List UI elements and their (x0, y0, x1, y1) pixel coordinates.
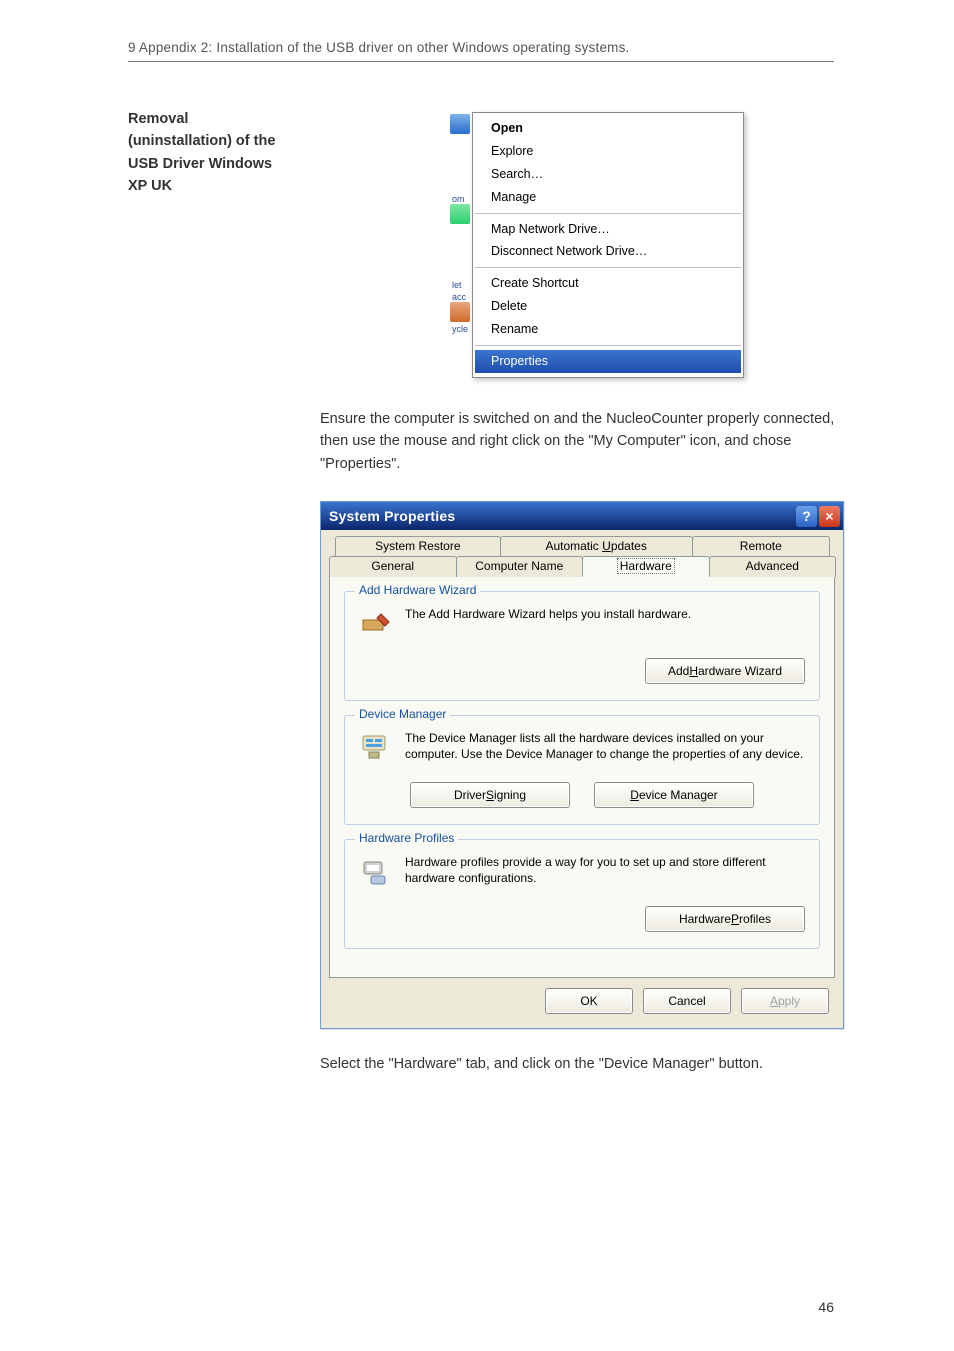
group-legend: Hardware Profiles (355, 831, 458, 845)
desktop-icon-strip: om let acc ycle (450, 112, 472, 378)
close-button[interactable]: × (819, 506, 840, 527)
ctx-delete[interactable]: Delete (473, 295, 743, 318)
tab-automatic-updates[interactable]: Automatic Updates (500, 536, 693, 556)
ctx-create-shortcut[interactable]: Create Shortcut (473, 272, 743, 295)
group-add-hardware-wizard: Add Hardware Wizard The Add Hardware Wiz… (344, 591, 820, 701)
ctx-manage[interactable]: Manage (473, 186, 743, 209)
ctx-search[interactable]: Search… (473, 163, 743, 186)
tab-remote[interactable]: Remote (692, 536, 830, 556)
group-text: The Add Hardware Wizard helps you instal… (405, 606, 691, 622)
group-hardware-profiles: Hardware Profiles Hardware profiles prov… (344, 839, 820, 949)
titlebar-title: System Properties (329, 508, 455, 524)
hardware-wizard-icon (359, 606, 393, 640)
ctx-open[interactable]: Open (473, 117, 743, 140)
group-text: Hardware profiles provide a way for you … (405, 854, 805, 886)
hardware-profiles-button[interactable]: Hardware Profiles (645, 906, 805, 932)
dialog-buttons: OK Cancel Apply (321, 986, 843, 1028)
ctx-rename[interactable]: Rename (473, 318, 743, 341)
ctx-properties[interactable]: Properties (475, 350, 741, 373)
titlebar: System Properties ? × (321, 502, 843, 530)
tab-system-restore[interactable]: System Restore (335, 536, 501, 556)
add-hardware-wizard-button[interactable]: Add Hardware Wizard (645, 658, 805, 684)
help-button[interactable]: ? (796, 506, 817, 527)
cancel-button[interactable]: Cancel (643, 988, 731, 1014)
apply-button[interactable]: Apply (741, 988, 829, 1014)
paragraph-1: Ensure the computer is switched on and t… (320, 408, 844, 475)
sidebar: Removal (uninstallation) of the USB Driv… (128, 108, 288, 198)
sidebar-heading: Removal (uninstallation) of the USB Driv… (128, 108, 288, 198)
ctx-explore[interactable]: Explore (473, 140, 743, 163)
tabs-row-1: System Restore Automatic Updates Remote (335, 536, 829, 556)
group-device-manager: Device Manager The Device Manager lists … (344, 715, 820, 825)
group-legend: Device Manager (355, 707, 450, 721)
page-header: 9 Appendix 2: Installation of the USB dr… (128, 40, 834, 62)
tab-label: Hardware (617, 558, 675, 574)
system-properties-dialog: System Properties ? × System Restore Aut… (320, 501, 844, 1029)
context-menu-figure: om let acc ycle Open (450, 112, 844, 378)
tabs-row-2: General Computer Name Hardware Advanced (329, 556, 835, 577)
group-text: The Device Manager lists all the hardwar… (405, 730, 805, 762)
tab-advanced[interactable]: Advanced (709, 556, 837, 577)
network-icon (450, 204, 470, 224)
ok-button[interactable]: OK (545, 988, 633, 1014)
ctx-separator (475, 345, 741, 346)
tab-panel-hardware: Add Hardware Wizard The Add Hardware Wiz… (329, 576, 835, 978)
recycle-icon (450, 302, 470, 322)
tab-computer-name[interactable]: Computer Name (456, 556, 584, 577)
context-menu: Open Explore Search… Manage Map Network … (472, 112, 744, 378)
ctx-separator (475, 267, 741, 268)
ctx-disconnect-drive[interactable]: Disconnect Network Drive… (473, 240, 743, 263)
page-number: 46 (818, 1299, 834, 1315)
hardware-profiles-icon (359, 854, 393, 888)
tab-general[interactable]: General (329, 556, 457, 577)
tab-label: Automatic Updates (545, 539, 646, 553)
device-manager-icon (359, 730, 393, 764)
mycomputer-icon (450, 114, 470, 134)
paragraph-2: Select the "Hardware" tab, and click on … (320, 1053, 844, 1075)
group-legend: Add Hardware Wizard (355, 583, 480, 597)
ctx-separator (475, 213, 741, 214)
ctx-map-drive[interactable]: Map Network Drive… (473, 218, 743, 241)
device-manager-button[interactable]: Device Manager (594, 782, 754, 808)
driver-signing-button[interactable]: Driver Signing (410, 782, 570, 808)
tab-hardware[interactable]: Hardware (582, 556, 710, 577)
